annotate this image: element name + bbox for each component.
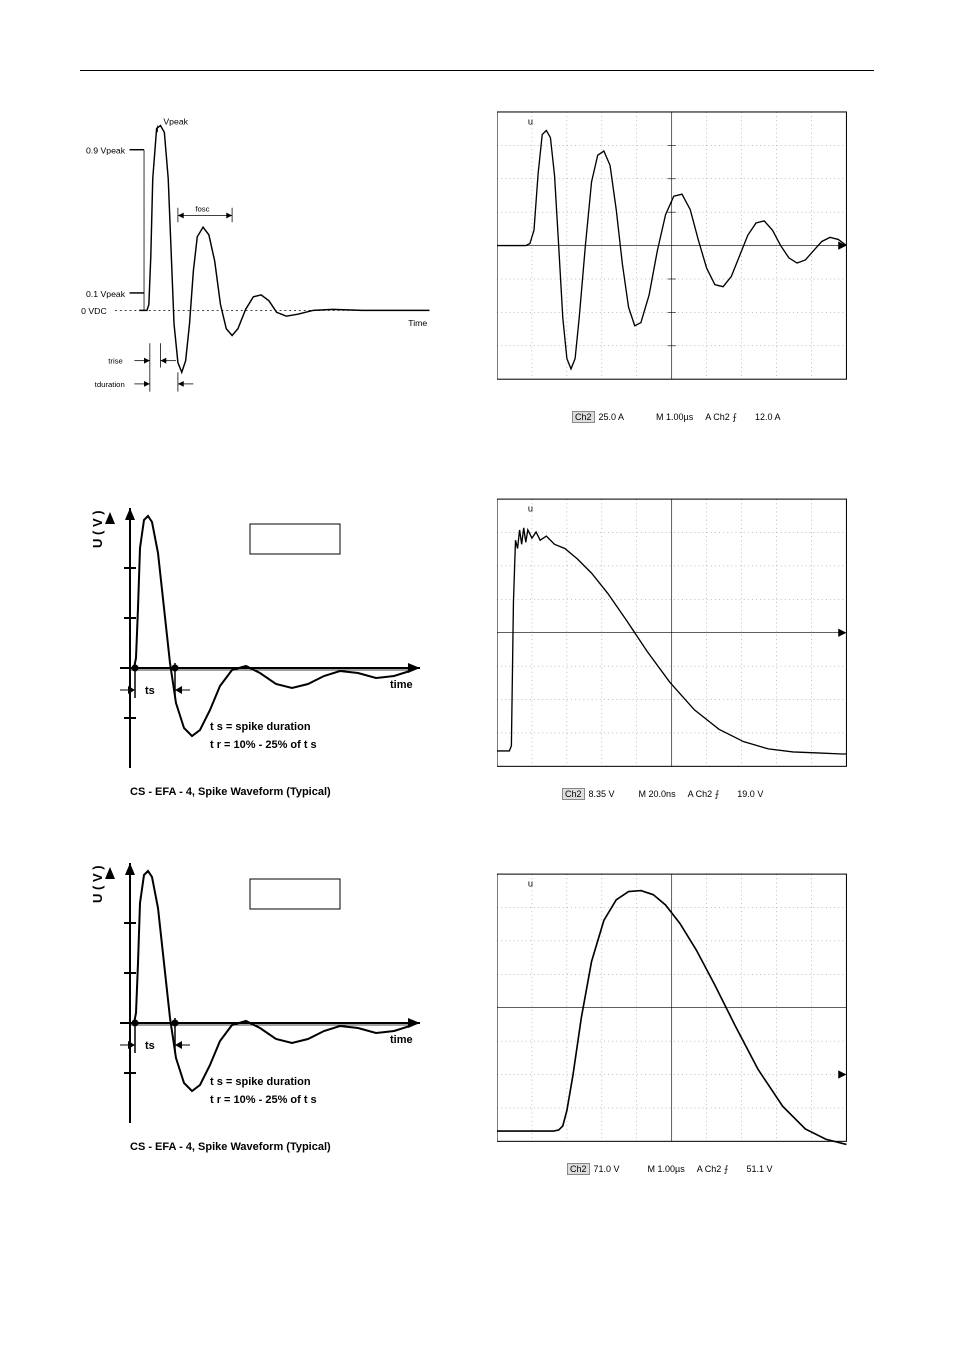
scope-tb-2: M 20.0ns: [639, 789, 676, 799]
schematic-spike-2: U ( V ) time ts t s = spike duration t r…: [80, 853, 440, 1133]
page: Vpeak 0.9 Vpeak 0.1 Vpeak 0 VDC Time: [0, 0, 954, 1268]
spike-curve-1: [130, 516, 410, 736]
row2-schematic: U ( V ) time ts t s = spike duration t r…: [80, 498, 457, 828]
label-p10: 0.1 Vpeak: [86, 289, 126, 299]
svg-text:u: u: [528, 878, 533, 888]
ylabel-2: U ( V ): [90, 510, 105, 548]
schematic-damped-osc: Vpeak 0.9 Vpeak 0.1 Vpeak 0 VDC Time: [80, 111, 450, 411]
scope-lvl-2: 19.0 V: [737, 789, 763, 799]
scope-tb-3: M 1.00µs: [648, 1164, 685, 1174]
row-1: Vpeak 0.9 Vpeak 0.1 Vpeak 0 VDC Time: [80, 111, 874, 423]
scope-bar-3: Ch2 71.0 V M 1.00µs A Ch2 ⨍ 51.1 V: [567, 1163, 874, 1175]
xlabel-3: time: [390, 1034, 413, 1046]
xlabel-2: time: [390, 679, 413, 691]
scope-v-3: 71.0 V: [594, 1164, 620, 1174]
top-rule: [80, 70, 874, 71]
scope-bar-2: Ch2 8.35 V M 20.0ns A Ch2 ⨍ 19.0 V: [562, 788, 874, 800]
line2-2: t r = 10% - 25% of t s: [210, 739, 317, 751]
scope-tb-1: M 1.00µs: [656, 412, 693, 422]
scope-trig-3: A Ch2 ⨍: [697, 1164, 729, 1175]
svg-text:u: u: [528, 116, 533, 126]
scope-ch-1: Ch2: [572, 411, 595, 423]
label-tdur: tduration: [95, 380, 125, 389]
row-2: U ( V ) time ts t s = spike duration t r…: [80, 498, 874, 828]
line1-2: t s = spike duration: [210, 721, 311, 733]
label-zero: 0 VDC: [81, 306, 107, 316]
row3-schematic: U ( V ) time ts t s = spike duration t r…: [80, 853, 457, 1183]
row1-schematic: Vpeak 0.9 Vpeak 0.1 Vpeak 0 VDC Time: [80, 111, 457, 411]
scope-bar-1: Ch2 25.0 A M 1.00µs A Ch2 ⨍ 12.0 A: [572, 411, 874, 423]
ylabel-3: U ( V ): [90, 865, 105, 903]
caption-2: CS - EFA - 4, Spike Waveform (Typical): [130, 786, 457, 798]
row1-scope: u Ch2 25.0 A M 1.00µs A Ch2 ⨍ 12.0 A: [497, 111, 874, 423]
scope-spike-1: u: [497, 498, 867, 788]
label-p90: 0.9 Vpeak: [86, 146, 126, 156]
scope-ch-3: Ch2: [567, 1163, 590, 1175]
scope-trig-2: A Ch2 ⨍: [688, 789, 720, 800]
line1-3: t s = spike duration: [210, 1076, 311, 1088]
scope-lvl-3: 51.1 V: [746, 1164, 772, 1174]
line2-3: t r = 10% - 25% of t s: [210, 1094, 317, 1106]
scope-pulse: u: [497, 873, 867, 1163]
ts-label-3: ts: [145, 1040, 155, 1052]
damped-osc-curve: [139, 126, 429, 373]
scope-ch-2: Ch2: [562, 788, 585, 800]
row2-scope: u Ch2 8.35 V M 20.0ns A Ch2 ⨍ 19.0 V: [497, 498, 874, 800]
scope-damped-osc: u: [497, 111, 867, 411]
spike-curve-2: [130, 871, 410, 1091]
row3-scope: u Ch2 71.0 V M 1.00µs A Ch2 ⨍ 51.1 V: [497, 853, 874, 1175]
scope-v-1: 25.0 A: [599, 412, 625, 422]
scope-trig-1: A Ch2 ⨍: [705, 412, 737, 423]
label-vpeak: Vpeak: [163, 117, 188, 127]
schematic-spike-1: U ( V ) time ts t s = spike duration t r…: [80, 498, 440, 778]
scope-lvl-1: 12.0 A: [755, 412, 781, 422]
caption-3: CS - EFA - 4, Spike Waveform (Typical): [130, 1141, 457, 1153]
scope-v-2: 8.35 V: [589, 789, 615, 799]
row-3: U ( V ) time ts t s = spike duration t r…: [80, 853, 874, 1183]
label-fosc: fosc: [195, 205, 209, 214]
svg-text:u: u: [528, 503, 533, 513]
label-trise: trise: [108, 357, 123, 366]
label-time: Time: [408, 318, 427, 328]
ts-label-2: ts: [145, 685, 155, 697]
